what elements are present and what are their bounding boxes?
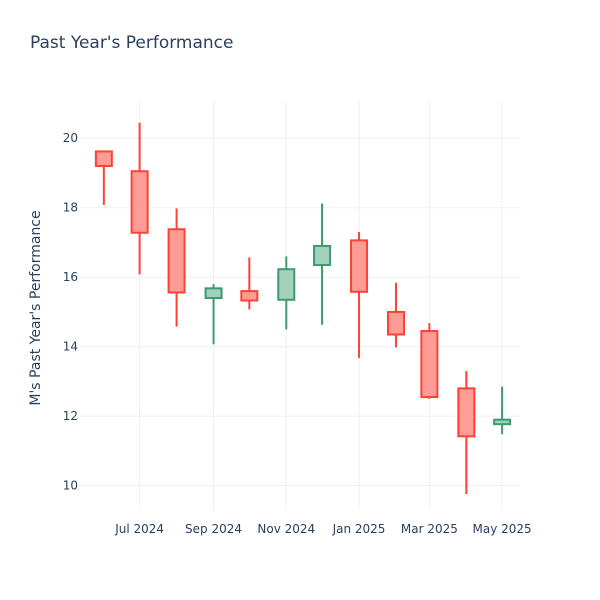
y-tick-label: 16 [63,270,78,284]
grid-layer [80,100,520,510]
candle [240,257,259,310]
x-tick-label: Sep 2024 [185,522,242,536]
candle [204,284,223,345]
y-tick-label: 14 [63,340,78,354]
candle [457,371,476,495]
candle [277,256,296,330]
x-tick-label: Jul 2024 [114,522,164,536]
candle-body [386,310,405,336]
candle [94,150,113,205]
candle [420,323,439,399]
x-tick-label: May 2025 [473,522,532,536]
x-tick-label: Nov 2024 [257,522,315,536]
candle-body [313,244,332,267]
y-tick-label: 18 [63,201,78,215]
candle-body [167,228,186,294]
candle-layer [94,122,512,495]
candle-body [240,290,259,302]
candle-body [277,268,296,301]
y-tick-label: 20 [63,131,78,145]
y-axis-title: M's Past Year's Performance [28,210,44,405]
candle-body [420,330,439,399]
candle-body [204,287,223,300]
candle [493,386,512,435]
candle [386,282,405,348]
chart-title: Past Year's Performance [30,33,234,53]
candle-body [130,170,149,234]
axis-layer: 10 12 14 16 18 20 Jul 2024 Sep 2024 Nov 2024 Jan … [63,131,532,536]
candle-body [94,150,113,168]
candle [350,232,369,359]
y-tick-label: 10 [63,479,78,493]
candle-body [457,387,476,438]
candle [130,122,149,275]
x-tick-label: Jan 2025 [332,522,386,536]
candle [167,208,186,327]
x-tick-label: Mar 2025 [401,522,458,536]
candle-body [350,239,369,293]
candle [313,203,332,325]
y-tick-label: 12 [63,409,78,423]
candle-body [493,418,512,426]
